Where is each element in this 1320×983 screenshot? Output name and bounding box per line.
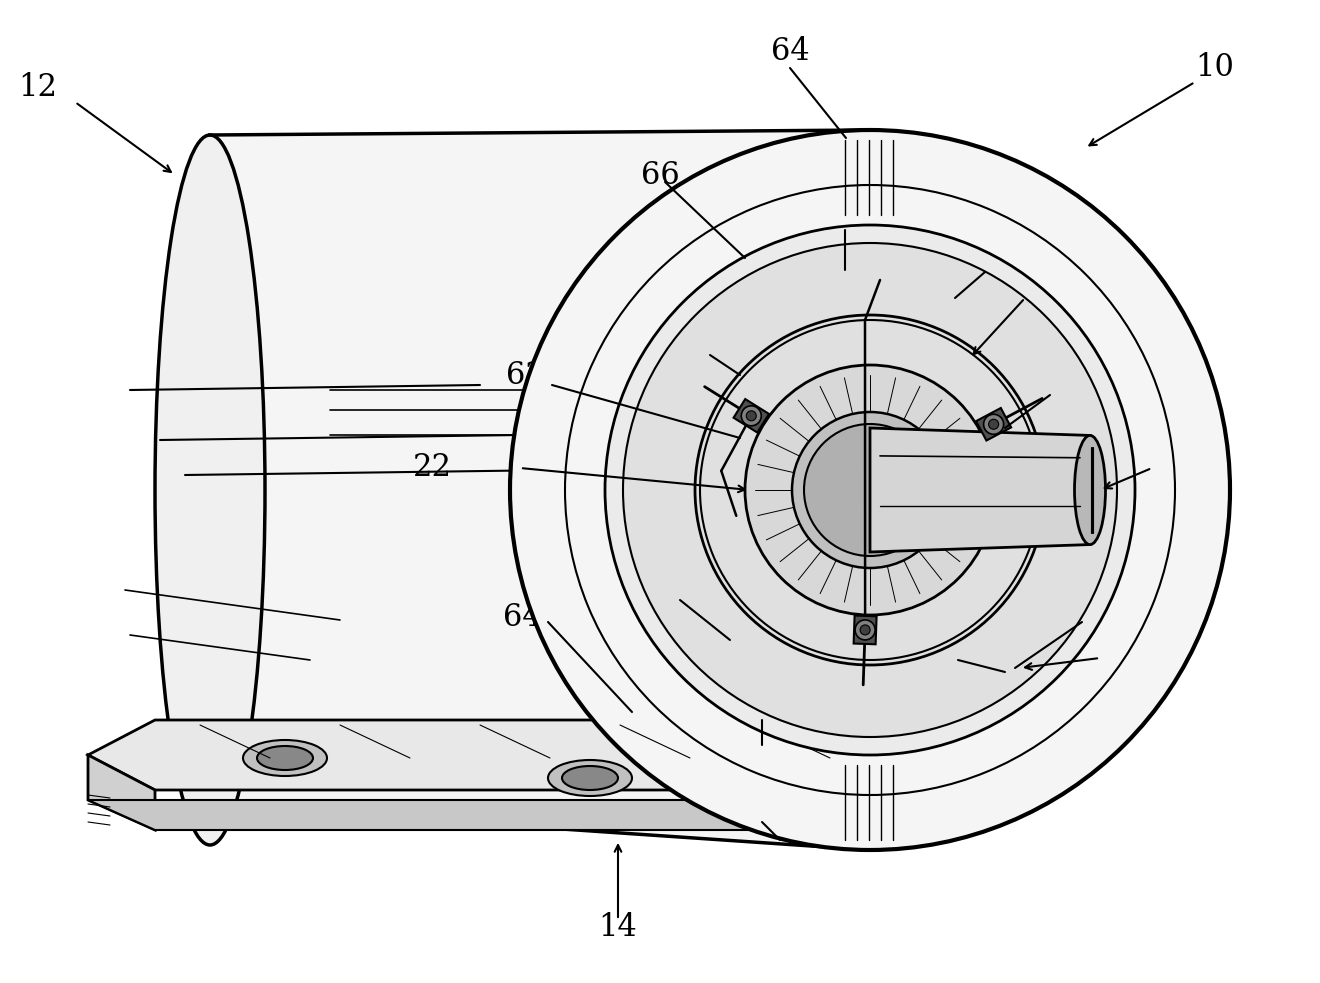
- Circle shape: [989, 420, 999, 430]
- Polygon shape: [854, 615, 876, 644]
- Polygon shape: [210, 130, 870, 850]
- Circle shape: [855, 620, 875, 640]
- Text: 62: 62: [1048, 373, 1088, 403]
- Circle shape: [510, 130, 1230, 850]
- Text: 14: 14: [599, 912, 638, 944]
- Circle shape: [804, 424, 936, 556]
- Circle shape: [623, 243, 1117, 737]
- Polygon shape: [734, 399, 770, 433]
- Polygon shape: [880, 760, 940, 830]
- Polygon shape: [88, 720, 940, 790]
- Circle shape: [742, 406, 762, 426]
- Text: 10: 10: [1196, 52, 1234, 84]
- Polygon shape: [975, 408, 1011, 440]
- Ellipse shape: [548, 760, 632, 796]
- Text: 64: 64: [1076, 603, 1114, 633]
- Text: 60: 60: [743, 723, 781, 754]
- Ellipse shape: [154, 135, 265, 845]
- Ellipse shape: [257, 746, 313, 770]
- Polygon shape: [88, 755, 154, 830]
- Text: 60: 60: [981, 257, 1019, 287]
- Text: 20: 20: [1019, 266, 1057, 298]
- Text: 66: 66: [993, 655, 1031, 685]
- Circle shape: [792, 412, 948, 568]
- Circle shape: [605, 225, 1135, 755]
- Text: 12: 12: [18, 73, 58, 103]
- Text: 60: 60: [681, 332, 719, 364]
- Ellipse shape: [243, 740, 327, 776]
- Text: 62: 62: [506, 360, 544, 390]
- Ellipse shape: [1074, 435, 1106, 545]
- Text: 60: 60: [825, 206, 865, 238]
- Polygon shape: [88, 800, 940, 830]
- Ellipse shape: [562, 766, 618, 790]
- Circle shape: [861, 625, 870, 635]
- Text: 22: 22: [412, 452, 451, 484]
- Polygon shape: [870, 428, 1090, 552]
- Circle shape: [746, 411, 756, 421]
- Text: 64: 64: [771, 36, 809, 68]
- Text: 66: 66: [652, 580, 692, 610]
- Text: 62: 62: [741, 799, 779, 831]
- Circle shape: [744, 365, 995, 615]
- Text: 66: 66: [640, 159, 680, 191]
- Text: 64: 64: [503, 603, 541, 633]
- Text: 24: 24: [1090, 640, 1130, 670]
- Text: 16: 16: [1143, 452, 1181, 484]
- Circle shape: [983, 414, 1003, 434]
